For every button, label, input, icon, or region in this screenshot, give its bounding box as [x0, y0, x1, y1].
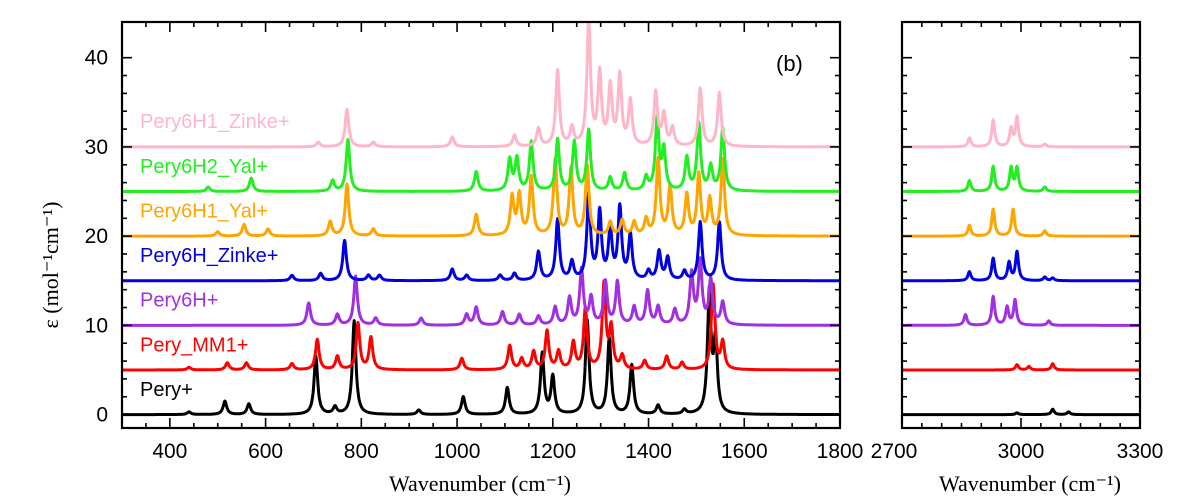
series-line-3-panel-1 — [902, 249, 1140, 283]
x-axis-title-left: Wavenumber (cm⁻¹) — [389, 471, 571, 496]
series-line-1-panel-0 — [122, 279, 840, 372]
y-tick-label: 30 — [85, 136, 108, 159]
series-label-3: Pery6H_Zinke+ — [140, 245, 278, 267]
series-line-6-panel-0 — [122, 22, 840, 149]
series-line-1-panel-1 — [902, 362, 1140, 372]
plot-frame-1 — [900, 20, 1142, 430]
x-tick-label: 1400 — [625, 440, 672, 463]
x-tick-label: 3300 — [1117, 440, 1164, 463]
series-label-5: Pery6H2_Yal+ — [140, 156, 268, 178]
series-line-0-panel-0 — [122, 284, 840, 417]
x-tick-label: 1800 — [817, 440, 864, 463]
y-tick-label: 0 — [96, 404, 108, 427]
series-line-5-panel-1 — [902, 164, 1140, 193]
series-line-3-panel-0 — [122, 190, 840, 283]
series-line-6-panel-1 — [902, 114, 1140, 149]
x-tick-label: 3000 — [998, 440, 1045, 463]
series-line-2-panel-1 — [902, 294, 1140, 327]
plot-layer: 400 600 800 1000 1200 1400 1600 1800 2700 3000 330… — [85, 20, 1164, 463]
panel-label: (b) — [776, 51, 803, 76]
x-tick-label: 1200 — [529, 440, 576, 463]
series-label-4: Pery6H1_Yal+ — [140, 200, 268, 222]
series-line-4-panel-1 — [902, 207, 1140, 238]
series-label-1: Pery_MM1+ — [140, 334, 248, 356]
y-tick-label: 20 — [85, 225, 108, 248]
x-axis-title-right: Wavenumber (cm⁻¹) — [939, 471, 1121, 496]
series-line-0-panel-1 — [902, 407, 1140, 417]
series-label-6: Pery6H1_Zinke+ — [140, 111, 290, 133]
panel-0-spectra — [122, 22, 840, 417]
x-tick-label: 1000 — [434, 440, 481, 463]
x-tick-label: 600 — [248, 440, 283, 463]
series-line-5-panel-0 — [122, 113, 840, 193]
x-tick-label: 1600 — [721, 440, 768, 463]
series-label-0: Pery+ — [140, 379, 193, 401]
x-tick-label: 400 — [152, 440, 187, 463]
y-axis-title: ε (mol⁻¹cm⁻¹) — [38, 202, 63, 329]
x-tick-label: 2700 — [871, 440, 918, 463]
series-label-2: Pery6H+ — [140, 290, 218, 312]
series-line-2-panel-0 — [122, 256, 840, 327]
series-line-4-panel-0 — [122, 155, 840, 238]
x-tick-label: 800 — [344, 440, 379, 463]
y-tick-label: 10 — [85, 314, 108, 337]
panel-1-spectra — [902, 114, 1140, 417]
y-tick-label: 40 — [85, 47, 108, 70]
